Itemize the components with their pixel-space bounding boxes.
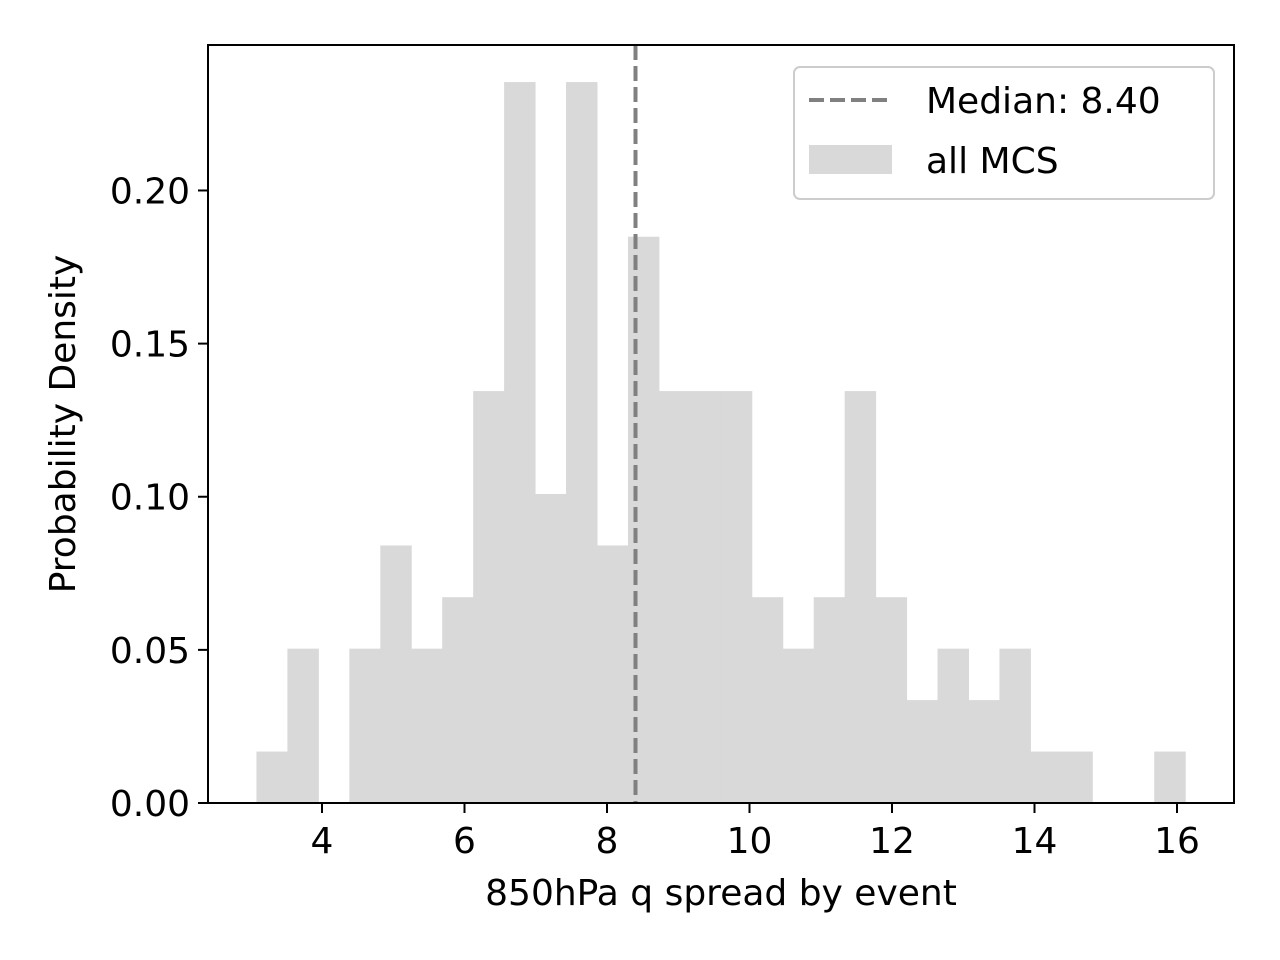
histogram-bar <box>627 236 660 803</box>
histogram-bar <box>380 545 412 803</box>
histogram-bar <box>813 597 846 803</box>
histogram-bar <box>504 82 536 803</box>
histogram-bars <box>256 82 1186 803</box>
x-tick-label: 14 <box>1012 821 1058 862</box>
histogram-bar <box>689 391 722 803</box>
histogram-bar <box>535 493 567 803</box>
histogram-bar <box>442 597 474 803</box>
legend-median-label: Median: 8.40 <box>926 81 1161 122</box>
histogram-bar <box>844 391 877 803</box>
histogram-bar <box>968 700 1000 803</box>
histogram-bar <box>1061 751 1093 803</box>
histogram-bar <box>1030 751 1062 803</box>
y-tick-label: 0.10 <box>110 478 190 519</box>
y-tick-label: 0.00 <box>110 784 190 825</box>
x-axis-label: 850hPa q spread by event <box>485 873 957 914</box>
histogram-bar <box>937 648 969 803</box>
x-tick-label: 4 <box>311 821 334 862</box>
x-tick-label: 6 <box>453 821 476 862</box>
histogram-bar <box>287 648 319 803</box>
histogram-bar <box>473 391 505 803</box>
histogram-bar <box>720 391 753 803</box>
histogram-bar <box>566 82 598 803</box>
histogram-bar <box>256 751 288 803</box>
x-tick-label: 8 <box>596 821 619 862</box>
histogram-bar <box>411 648 443 803</box>
histogram-bar <box>999 648 1031 803</box>
legend-histogram-label: all MCS <box>926 141 1059 182</box>
y-axis-label: Probability Density <box>43 255 84 594</box>
y-tick-label: 0.15 <box>110 325 190 366</box>
histogram-bar <box>782 648 815 803</box>
histogram-bar <box>751 597 784 803</box>
legend-box <box>793 66 1215 200</box>
y-tick-label: 0.20 <box>110 171 190 212</box>
histogram-bar <box>1154 751 1186 803</box>
legend: Median: 8.40 all MCS <box>793 66 1215 200</box>
y-axis-ticks: 0.00 0.05 0.10 0.15 0.20 <box>110 171 208 825</box>
x-axis-ticks: 4 6 8 10 12 14 16 <box>311 803 1200 862</box>
histogram-bar <box>906 700 939 803</box>
plot-frame <box>207 44 1235 804</box>
legend-histogram-swatch <box>809 145 892 174</box>
histogram-bar <box>658 391 691 803</box>
x-tick-label: 12 <box>869 821 915 862</box>
y-tick-label: 0.05 <box>110 631 190 672</box>
x-tick-label: 10 <box>727 821 773 862</box>
histogram-bar <box>596 545 629 803</box>
histogram-bar <box>875 597 908 803</box>
histogram-bar <box>349 648 381 803</box>
x-tick-label: 16 <box>1154 821 1200 862</box>
